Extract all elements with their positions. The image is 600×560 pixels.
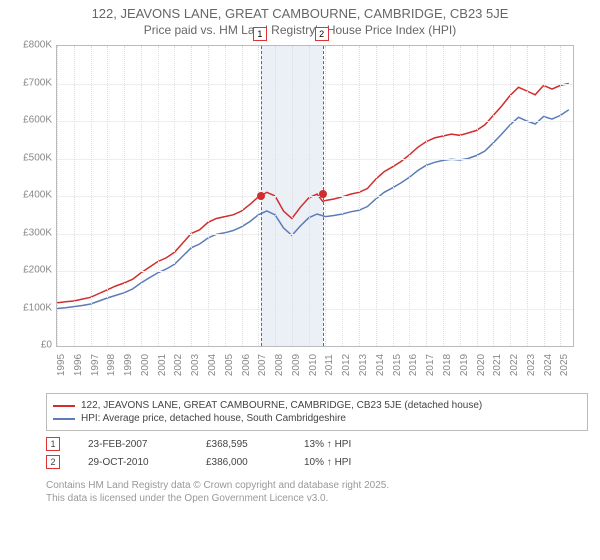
x-tick-label: 2017 xyxy=(425,354,436,376)
y-tick-label: £700K xyxy=(23,77,52,88)
series-red xyxy=(57,84,569,303)
x-tick-label: 2005 xyxy=(224,354,235,376)
sale-date: 23-FEB-2007 xyxy=(88,439,178,450)
x-tick-label: 2012 xyxy=(341,354,352,376)
page-subtitle: Price paid vs. HM Land Registry's House … xyxy=(0,23,600,37)
x-tick-label: 2009 xyxy=(291,354,302,376)
sale-number-box: 2 xyxy=(46,455,60,469)
footer-line-2: This data is licensed under the Open Gov… xyxy=(46,492,588,505)
x-tick-label: 1999 xyxy=(123,354,134,376)
x-tick-label: 2016 xyxy=(408,354,419,376)
x-tick-label: 2022 xyxy=(509,354,520,376)
y-tick-label: £800K xyxy=(23,40,52,51)
x-tick-label: 2010 xyxy=(308,354,319,376)
x-tick-label: 2013 xyxy=(358,354,369,376)
x-tick-label: 2014 xyxy=(375,354,386,376)
x-tick-label: 1995 xyxy=(56,354,67,376)
sale-price: £368,595 xyxy=(206,439,276,450)
footer: Contains HM Land Registry data © Crown c… xyxy=(46,479,588,505)
sale-point xyxy=(319,190,327,198)
x-tick-label: 2000 xyxy=(140,354,151,376)
x-tick-label: 2015 xyxy=(392,354,403,376)
x-tick-label: 2024 xyxy=(543,354,554,376)
y-tick-label: £400K xyxy=(23,190,52,201)
page-title: 122, JEAVONS LANE, GREAT CAMBOURNE, CAMB… xyxy=(0,6,600,21)
x-tick-label: 1996 xyxy=(73,354,84,376)
x-tick-label: 1998 xyxy=(106,354,117,376)
sale-delta: 10% ↑ HPI xyxy=(304,457,351,468)
sale-price: £386,000 xyxy=(206,457,276,468)
x-tick-label: 2020 xyxy=(476,354,487,376)
sale-marker-label: 1 xyxy=(253,27,267,41)
price-chart: £0£100K£200K£300K£400K£500K£600K£700K£80… xyxy=(12,45,572,385)
x-tick-label: 2003 xyxy=(190,354,201,376)
y-tick-label: £100K xyxy=(23,302,52,313)
legend-label: 122, JEAVONS LANE, GREAT CAMBOURNE, CAMB… xyxy=(81,400,482,411)
legend-swatch xyxy=(53,418,75,420)
sale-marker-label: 2 xyxy=(315,27,329,41)
sale-point xyxy=(257,192,265,200)
x-tick-label: 2011 xyxy=(324,354,335,376)
x-tick-label: 2021 xyxy=(492,354,503,376)
sales-table: 1 23-FEB-2007 £368,595 13% ↑ HPI 2 29-OCT-201… xyxy=(46,437,588,469)
x-tick-label: 2007 xyxy=(257,354,268,376)
y-tick-label: £600K xyxy=(23,115,52,126)
sale-date: 29-OCT-2010 xyxy=(88,457,178,468)
legend-swatch xyxy=(53,405,75,407)
legend: 122, JEAVONS LANE, GREAT CAMBOURNE, CAMB… xyxy=(46,393,588,431)
x-tick-label: 2001 xyxy=(157,354,168,376)
y-tick-label: £300K xyxy=(23,227,52,238)
y-tick-label: £200K xyxy=(23,265,52,276)
sale-delta: 13% ↑ HPI xyxy=(304,439,351,450)
footer-line-1: Contains HM Land Registry data © Crown c… xyxy=(46,479,588,492)
plot-area xyxy=(56,45,574,347)
sale-row: 1 23-FEB-2007 £368,595 13% ↑ HPI xyxy=(46,437,588,451)
legend-label: HPI: Average price, detached house, Sout… xyxy=(81,413,346,424)
x-tick-label: 1997 xyxy=(90,354,101,376)
x-tick-label: 2018 xyxy=(442,354,453,376)
x-tick-label: 2006 xyxy=(241,354,252,376)
x-tick-label: 2004 xyxy=(207,354,218,376)
y-tick-label: £500K xyxy=(23,152,52,163)
sale-row: 2 29-OCT-2010 £386,000 10% ↑ HPI xyxy=(46,455,588,469)
x-tick-label: 2025 xyxy=(559,354,570,376)
x-tick-label: 2023 xyxy=(526,354,537,376)
legend-row: 122, JEAVONS LANE, GREAT CAMBOURNE, CAMB… xyxy=(53,400,581,411)
legend-row: HPI: Average price, detached house, Sout… xyxy=(53,413,581,424)
x-tick-label: 2019 xyxy=(459,354,470,376)
y-tick-label: £0 xyxy=(41,340,52,351)
x-tick-label: 2008 xyxy=(274,354,285,376)
x-tick-label: 2002 xyxy=(173,354,184,376)
sale-number-box: 1 xyxy=(46,437,60,451)
